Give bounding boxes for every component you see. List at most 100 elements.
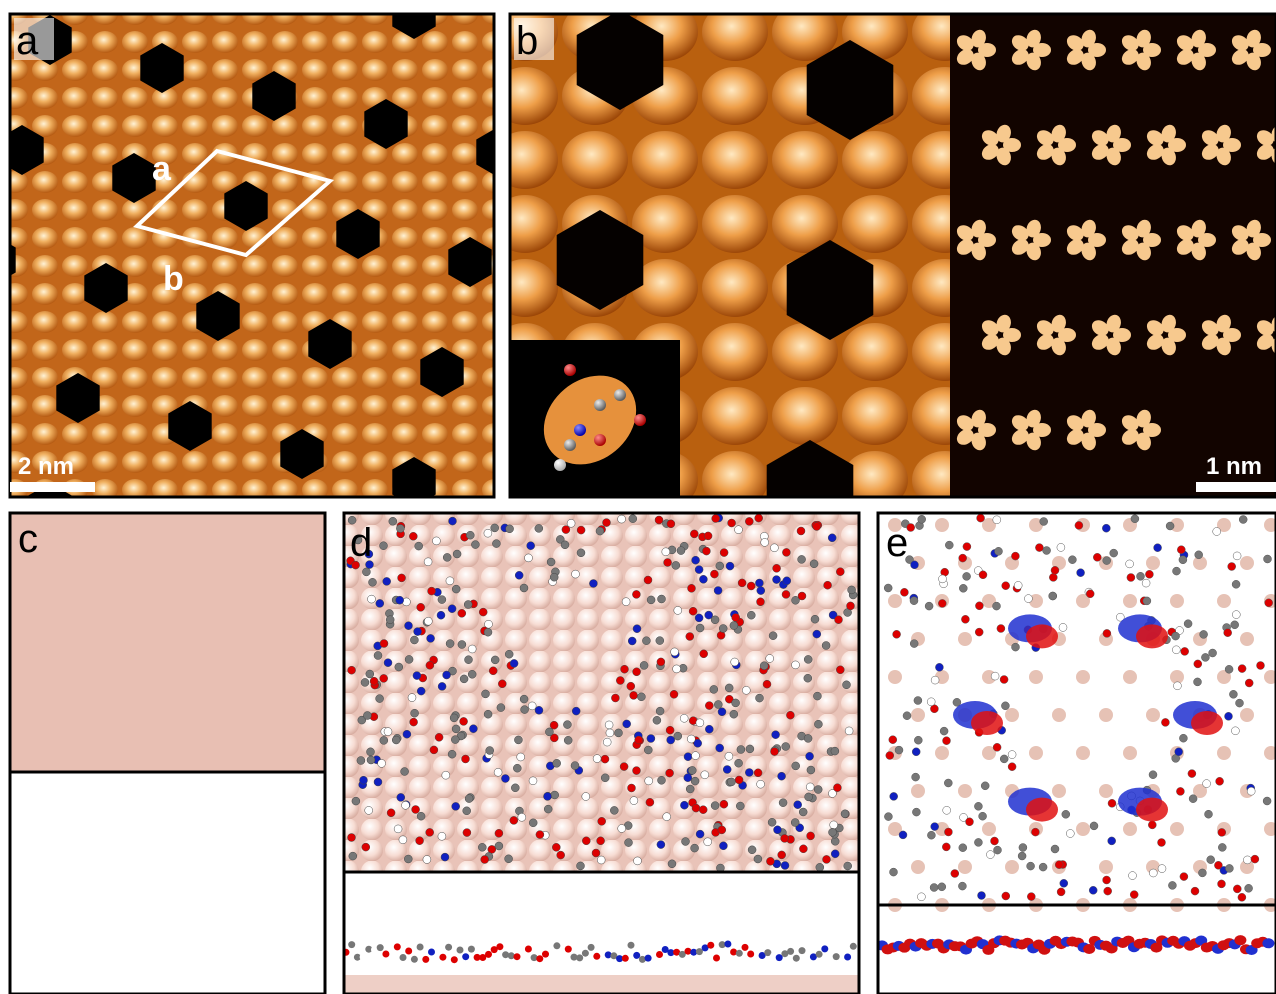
atom: [401, 768, 409, 776]
atom: [910, 597, 918, 605]
atom: [1090, 822, 1098, 830]
atom: [1130, 891, 1138, 899]
scale-bar-label: 2 nm: [18, 453, 74, 480]
atom: [378, 759, 386, 767]
atom: [1201, 653, 1209, 661]
atom: [728, 519, 736, 527]
substrate-atom: [958, 784, 972, 798]
atom: [710, 685, 718, 693]
atom: [742, 686, 750, 694]
substrate-atom: [888, 670, 902, 684]
atom: [527, 542, 535, 550]
atom: [464, 601, 472, 609]
atom: [593, 953, 600, 960]
atom: [397, 793, 405, 801]
atom: [843, 681, 851, 689]
charge-red: [1136, 624, 1168, 648]
atom: [1154, 544, 1162, 552]
atom: [1089, 886, 1097, 894]
atom: [515, 571, 523, 579]
atom: [695, 614, 703, 622]
atom: [462, 953, 469, 960]
atom: [725, 752, 733, 760]
atom: [551, 791, 559, 799]
atom: [1251, 855, 1259, 863]
atom: [1205, 810, 1213, 818]
atom: [437, 611, 445, 619]
atom: [452, 725, 460, 733]
atom: [552, 843, 560, 851]
atom: [674, 606, 682, 614]
atom: [405, 948, 412, 955]
atom: [841, 810, 849, 818]
atom: [884, 584, 892, 592]
atom: [1001, 702, 1009, 710]
atom: [831, 850, 839, 858]
atom: [550, 573, 558, 581]
atom: [768, 818, 776, 826]
atom: [1191, 887, 1199, 895]
atom: [890, 868, 898, 876]
substrate-atom: [982, 822, 996, 836]
atom: [582, 950, 589, 957]
atom: [822, 642, 830, 650]
atom: [1108, 837, 1116, 845]
atom: [438, 832, 446, 840]
atom: [1175, 748, 1183, 756]
atom: [1066, 830, 1074, 838]
atom: [836, 568, 844, 576]
atom: [736, 950, 743, 957]
atom: [1213, 528, 1221, 536]
atom: [766, 857, 774, 865]
atom: [684, 774, 692, 782]
atom: [443, 553, 451, 561]
atom: [577, 549, 585, 557]
atom: [417, 687, 425, 695]
atom: [1008, 763, 1016, 771]
atom: [1103, 876, 1111, 884]
atom: [399, 836, 407, 844]
atom: [1002, 892, 1010, 900]
atom: [387, 809, 395, 817]
atom: [735, 776, 743, 784]
atom: [689, 607, 697, 615]
atom: [1014, 581, 1022, 589]
atom: [745, 517, 753, 525]
atom: [535, 706, 543, 714]
atom: [672, 561, 680, 569]
atom: [824, 581, 832, 589]
atom: [468, 645, 476, 653]
atom: [833, 784, 841, 792]
atom: [424, 558, 432, 566]
atom: [1143, 597, 1151, 605]
atom: [831, 837, 839, 845]
substrate-atom: [1099, 784, 1113, 798]
atom: [589, 580, 597, 588]
atom: [1231, 727, 1239, 735]
atom: [691, 844, 699, 852]
atom: [686, 785, 694, 793]
atom: [542, 951, 549, 958]
atom: [945, 541, 953, 549]
atom: [757, 587, 765, 595]
atom: [1166, 522, 1174, 530]
atom: [977, 514, 985, 522]
atom: [1051, 566, 1059, 574]
atom: [1184, 620, 1192, 628]
atom: [727, 778, 735, 786]
atom: [686, 633, 694, 641]
substrate-atom: [1099, 860, 1113, 874]
atom: [696, 830, 704, 838]
atom: [781, 862, 789, 870]
atom: [521, 706, 529, 714]
atom: [452, 585, 460, 593]
substrate-atom: [1052, 708, 1066, 722]
atom: [448, 605, 456, 613]
substrate-atom: [1052, 784, 1066, 798]
atom: [380, 674, 388, 682]
atom: [386, 616, 394, 624]
atom: [823, 855, 831, 863]
atom: [1104, 887, 1112, 895]
atom: [468, 670, 476, 678]
atom: [572, 570, 580, 578]
